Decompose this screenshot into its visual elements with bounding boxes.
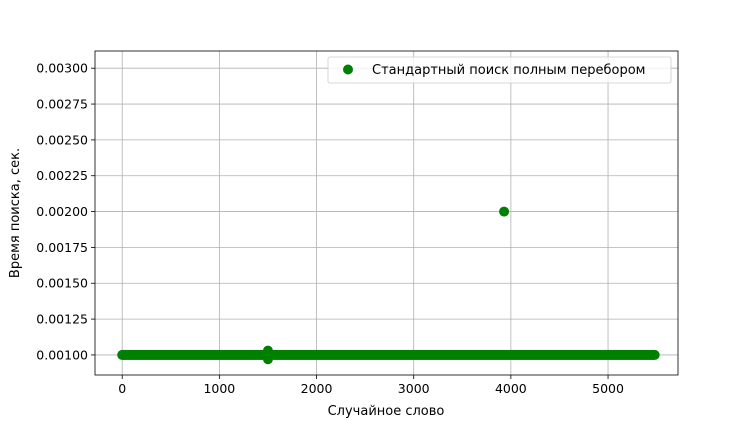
plot-frame [94, 50, 679, 376]
y-tick-label: 0.00275 [36, 97, 88, 112]
legend-marker [343, 64, 353, 75]
data-point [649, 349, 660, 360]
y-axis-label: Время поиска, сек. [8, 148, 23, 278]
y-tick-label: 0.00125 [36, 312, 88, 327]
y-tick-label: 0.00250 [36, 132, 88, 147]
y-tick-label: 0.00150 [36, 276, 88, 291]
data-point [262, 345, 273, 356]
y-tick-label: 0.00175 [36, 240, 88, 255]
data-points-dense-band [122, 349, 655, 360]
y-tick-label: 0.00100 [36, 347, 88, 362]
x-tick-label: 1000 [203, 381, 235, 396]
legend-label: Стандартный поиск полным перебором [372, 63, 645, 78]
x-tick-label: 5000 [592, 381, 624, 396]
legend: Стандартный поиск полным перебором [327, 56, 672, 84]
data-point [262, 354, 273, 365]
plot-area [95, 51, 678, 375]
y-tick-label: 0.00300 [36, 61, 88, 76]
axis-ticks: 0 1000 2000 3000 4000 5000 0.00100 0.00125 0.001… [36, 61, 624, 396]
legend-box [327, 56, 672, 84]
data-point [117, 349, 128, 360]
data-point [499, 206, 510, 217]
x-tick-label: 2000 [301, 381, 333, 396]
y-tick-label: 0.00225 [36, 168, 88, 183]
x-axis-label: Случайное слово [328, 404, 445, 419]
x-tick-label: 4000 [495, 381, 527, 396]
y-tick-label: 0.00200 [36, 204, 88, 219]
x-tick-label: 0 [118, 381, 126, 396]
x-tick-label: 3000 [398, 381, 430, 396]
data-points [117, 206, 660, 365]
